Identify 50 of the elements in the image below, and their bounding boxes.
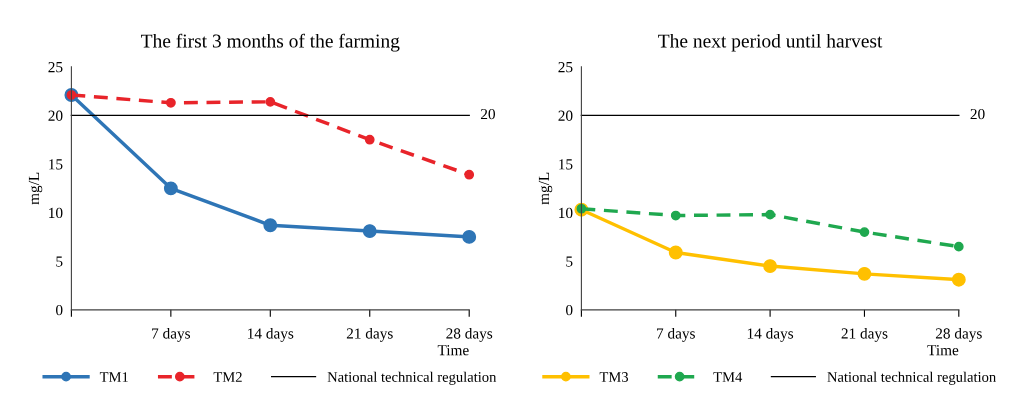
chart-title: The next period until harvest <box>658 33 883 52</box>
x-axis-title: Time <box>927 345 959 356</box>
point <box>362 224 377 239</box>
y-axis-title: mg/L <box>538 172 553 205</box>
legend-label: TM2 <box>213 372 242 382</box>
legend-label: TM1 <box>99 372 128 382</box>
x-tick-label: 21 days <box>346 327 393 342</box>
x-tick-label: 28 days <box>935 327 982 342</box>
point <box>670 210 681 221</box>
point <box>464 169 475 180</box>
point <box>953 241 964 252</box>
point <box>265 96 276 107</box>
x-axis-title: Time <box>437 345 469 356</box>
y-tick-label: 10 <box>49 207 63 219</box>
point <box>857 266 872 281</box>
x-tick-label: 21 days <box>841 327 888 342</box>
y-tick-label: 0 <box>56 304 63 316</box>
legend-label: TM4 <box>713 372 743 382</box>
y-tick-label: 25 <box>48 62 63 73</box>
chart-title: The first 3 months of the farming <box>141 33 400 52</box>
y-tick-label: 5 <box>566 256 573 267</box>
x-tick-label: 14 days <box>248 327 294 342</box>
point <box>165 97 176 108</box>
annotation: 20 <box>480 108 496 120</box>
point <box>859 227 870 237</box>
annotation: 20 <box>970 108 985 120</box>
point <box>951 272 966 287</box>
y-axis-title: mg/L <box>28 172 43 205</box>
point <box>763 259 778 274</box>
y-tick-label: 15 <box>49 159 63 170</box>
point <box>163 181 178 196</box>
point <box>263 218 278 233</box>
legend-label: TM3 <box>599 372 629 382</box>
y-tick-label: 20 <box>48 110 63 121</box>
legend-label: National technical regulation <box>827 371 996 385</box>
y-tick-label: 20 <box>558 110 573 121</box>
x-tick-label: 7 days <box>152 327 191 342</box>
legend-label: National technical regulation <box>327 371 497 385</box>
point <box>364 134 375 145</box>
point <box>668 245 683 260</box>
y-tick-label: 15 <box>559 159 573 170</box>
y-tick-label: 0 <box>566 304 573 316</box>
point <box>462 229 477 244</box>
x-tick-label: 14 days <box>747 327 794 342</box>
x-tick-label: 28 days <box>446 327 493 342</box>
y-tick-label: 5 <box>56 256 63 267</box>
y-tick-label: 25 <box>558 62 573 73</box>
x-tick-label: 7 days <box>657 327 695 342</box>
point <box>765 209 775 220</box>
y-tick-label: 10 <box>559 207 573 219</box>
